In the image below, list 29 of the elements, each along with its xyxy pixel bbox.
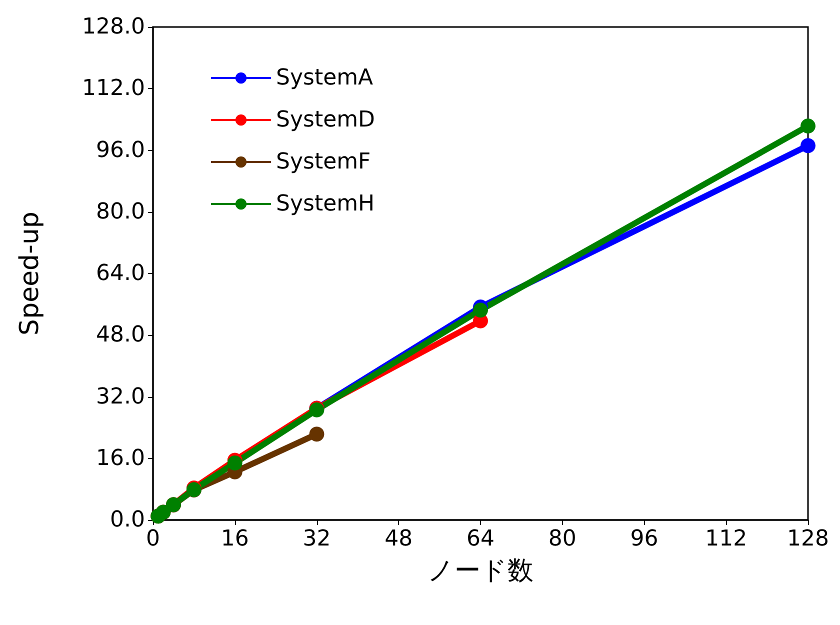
y-tick-label: 80.0 — [96, 199, 145, 224]
y-axis-title: Speed-up — [15, 212, 45, 336]
y-tick-label: 112.0 — [82, 76, 145, 102]
x-tick-label: 48 — [384, 526, 413, 552]
x-tick-label: 112 — [705, 526, 748, 552]
x-tick-label: 16 — [220, 526, 249, 552]
x-axis-title: ノード数 — [428, 556, 534, 586]
point — [800, 138, 816, 154]
y-tick-label: 96.0 — [96, 138, 145, 163]
x-tick-label: 0 — [146, 526, 160, 552]
x-tick-label: 64 — [466, 526, 494, 552]
y-tick-label: 16.0 — [96, 446, 145, 471]
x-tick-label: 128 — [787, 526, 829, 552]
legend-label: SystemD — [276, 108, 375, 132]
y-tick-label: 32.0 — [96, 384, 145, 410]
point — [800, 118, 816, 134]
x-tick-label: 32 — [302, 526, 331, 552]
y-tick-label: 0.0 — [110, 508, 145, 532]
point — [309, 426, 324, 442]
y-tick-label: 48.0 — [96, 322, 145, 348]
legend-label: SystemA — [276, 66, 374, 90]
point — [473, 302, 488, 318]
point — [227, 456, 242, 470]
x-tick-label: 80 — [548, 526, 576, 552]
legend-label: SystemF — [276, 150, 371, 174]
x-tick-label: 96 — [630, 526, 658, 552]
y-tick-label: 64.0 — [96, 261, 145, 286]
legend-label: SystemH — [276, 192, 375, 216]
y-tick-label: 128.0 — [82, 14, 145, 40]
